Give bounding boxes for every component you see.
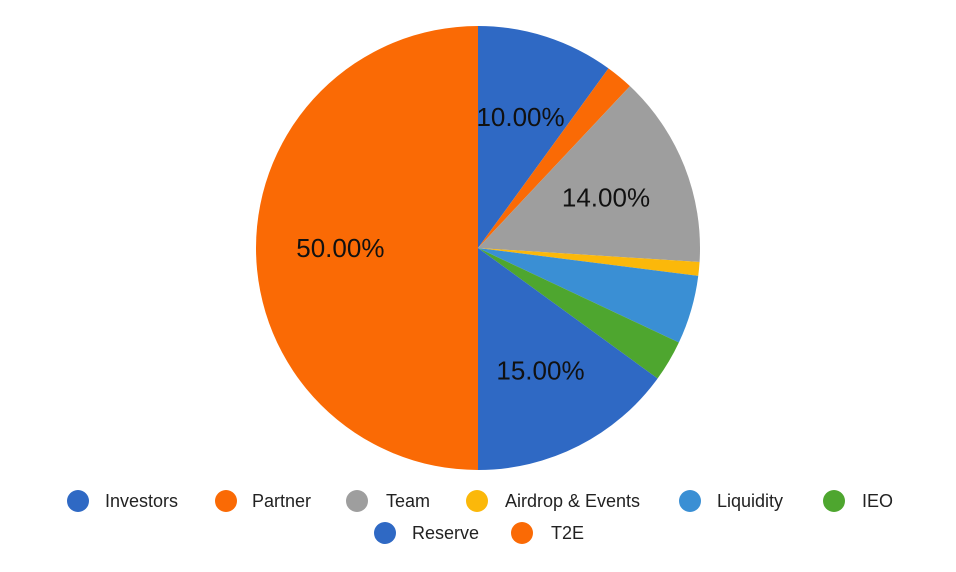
legend-item-investors[interactable]: Investors xyxy=(67,490,178,512)
legend: Investors Partner Team Airdrop & Events Liqu… xyxy=(67,490,893,544)
legend-marker xyxy=(67,490,89,512)
pie-slice-partner xyxy=(478,68,630,248)
pie-slice-t2e xyxy=(256,26,478,470)
pie-slice-investors xyxy=(478,26,609,248)
legend-label: IEO xyxy=(862,491,893,511)
legend-label: Reserve xyxy=(412,523,479,543)
legend-item-liquidity[interactable]: Liquidity xyxy=(679,490,783,512)
legend-item-team[interactable]: Team xyxy=(346,490,430,512)
slice-label-team: 14.00% xyxy=(562,182,650,212)
pie-slice-liquidity xyxy=(478,248,699,343)
pie-slice-ieo xyxy=(478,248,679,379)
legend-label: Team xyxy=(386,491,430,511)
legend-label: Airdrop & Events xyxy=(505,491,640,511)
legend-item-partner[interactable]: Partner xyxy=(215,490,311,512)
pie-slice-reserve xyxy=(478,248,658,470)
legend-marker xyxy=(511,522,533,544)
slice-label-reserve: 15.00% xyxy=(496,356,584,386)
legend-label: T2E xyxy=(551,523,584,543)
legend-marker xyxy=(374,522,396,544)
legend-marker xyxy=(215,490,237,512)
pie-slices xyxy=(256,26,701,470)
legend-label: Investors xyxy=(105,491,178,511)
legend-item-ieo[interactable]: IEO xyxy=(823,490,893,512)
legend-label: Partner xyxy=(252,491,311,511)
legend-marker xyxy=(679,490,701,512)
legend-marker xyxy=(346,490,368,512)
slice-label-t2e: 50.00% xyxy=(296,233,384,263)
slice-label-investors: 10.00% xyxy=(476,102,564,132)
legend-label: Liquidity xyxy=(717,491,783,511)
pie-slice-team xyxy=(478,86,701,262)
slice-labels: 10.00% 14.00% 15.00% 50.00% xyxy=(296,102,650,386)
legend-item-airdrop-and-events[interactable]: Airdrop & Events xyxy=(466,490,640,512)
legend-item-reserve[interactable]: Reserve xyxy=(374,522,479,544)
legend-marker xyxy=(466,490,488,512)
legend-marker xyxy=(823,490,845,512)
legend-item-t2e[interactable]: T2E xyxy=(511,522,584,544)
pie-slice-airdrop-and-events xyxy=(478,248,700,276)
